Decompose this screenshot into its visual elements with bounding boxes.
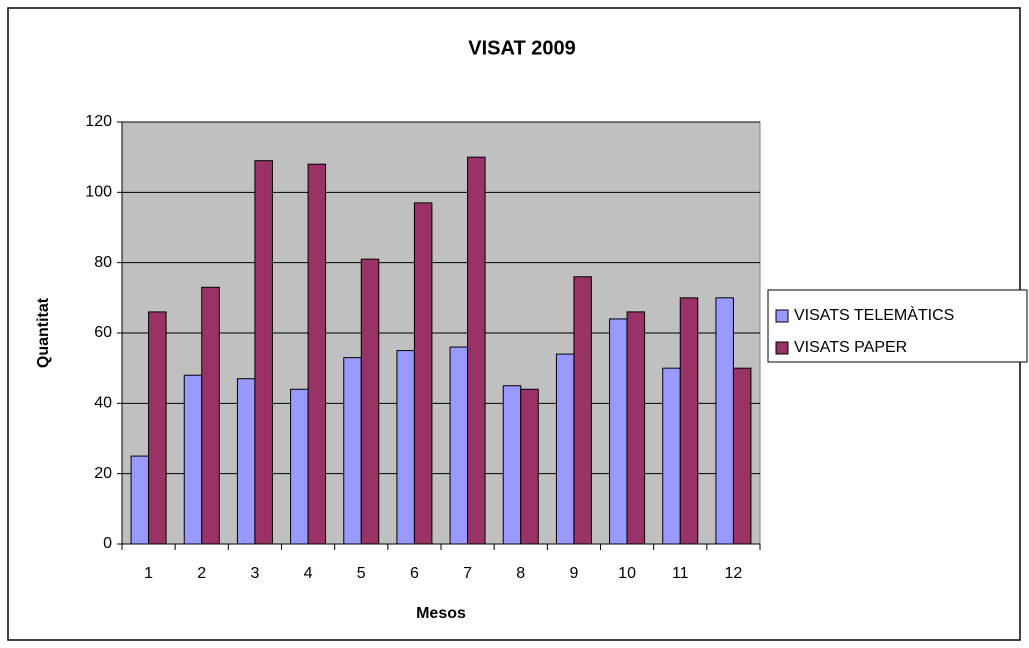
bar <box>254 160 273 545</box>
x-tick-label: 11 <box>672 565 689 582</box>
bar <box>732 367 752 545</box>
bar <box>201 286 220 545</box>
bar <box>520 388 539 545</box>
bar <box>148 311 167 545</box>
bar <box>396 350 415 545</box>
bar <box>449 346 469 545</box>
x-tick-label: 1 <box>144 565 153 582</box>
y-axis-label: Quantitat <box>35 297 52 368</box>
x-tick-label: 10 <box>618 565 636 582</box>
bar <box>236 378 256 545</box>
bar <box>715 297 734 545</box>
bar <box>413 202 433 545</box>
bar <box>626 311 646 545</box>
bar <box>290 388 309 545</box>
bar <box>183 374 203 545</box>
legend-label: VISATS PAPER <box>794 339 907 356</box>
y-tick-label: 0 <box>103 535 112 552</box>
x-tick-label: 6 <box>410 565 419 582</box>
bar <box>467 156 486 545</box>
y-tick-label: 100 <box>85 184 112 201</box>
bar <box>573 276 592 545</box>
y-tick-label: 20 <box>94 465 112 482</box>
legend-label: VISATS TELEMÀTICS <box>794 305 954 324</box>
bar <box>609 318 628 545</box>
x-tick-label: 8 <box>516 565 525 582</box>
legend <box>767 289 1028 363</box>
x-axis-label: Mesos <box>416 605 466 622</box>
y-tick-label: 80 <box>94 254 112 271</box>
bar <box>307 163 327 545</box>
chart-title: VISAT 2009 <box>468 37 575 59</box>
y-tick-label: 60 <box>94 324 112 341</box>
x-tick-label: 4 <box>304 565 313 582</box>
x-tick-label: 5 <box>357 565 366 582</box>
legend-swatch <box>775 341 789 355</box>
y-tick-label: 40 <box>94 395 112 412</box>
bar <box>360 258 380 545</box>
bar <box>679 297 699 545</box>
x-tick-label: 7 <box>463 565 472 582</box>
y-tick-label: 120 <box>85 113 112 130</box>
x-tick-label: 3 <box>250 565 259 582</box>
bar <box>502 385 522 545</box>
bar <box>343 357 362 545</box>
x-tick-label: 9 <box>569 565 578 582</box>
bar <box>555 353 575 545</box>
bar <box>130 455 150 545</box>
x-tick-label: 2 <box>197 565 206 582</box>
bar <box>662 367 681 545</box>
legend-swatch <box>775 309 789 323</box>
x-tick-label: 12 <box>725 565 743 582</box>
